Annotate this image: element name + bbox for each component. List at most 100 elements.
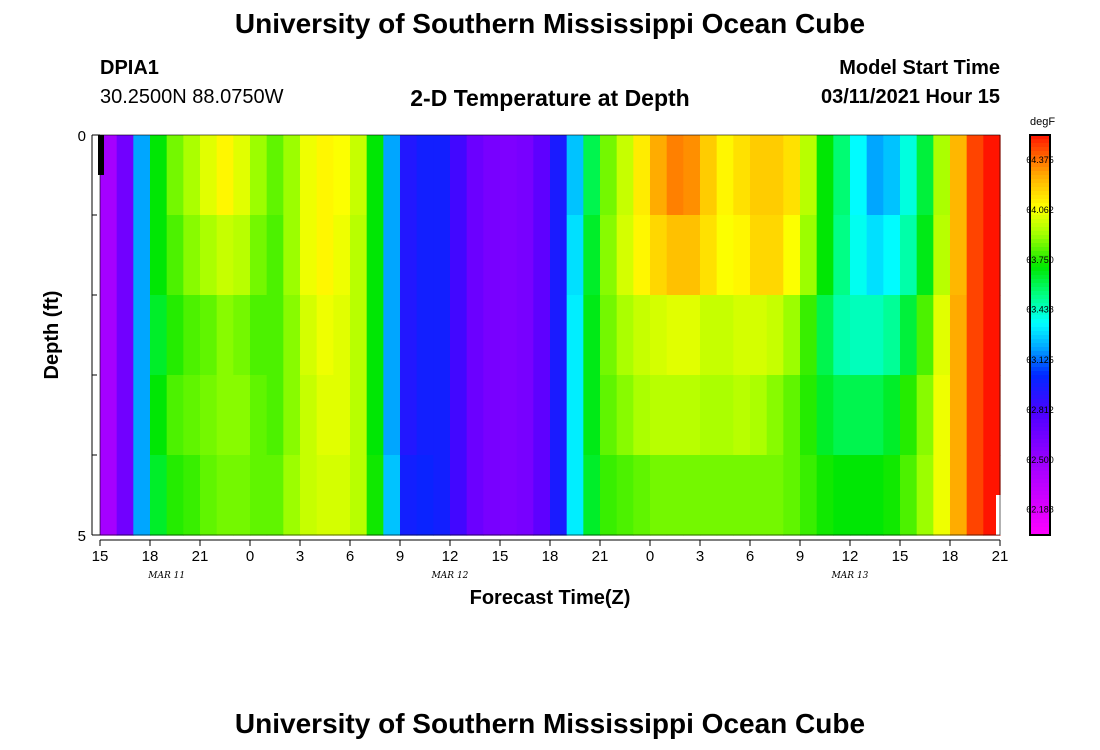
plot-frame [99, 134, 1001, 536]
heatmap-cell [700, 295, 718, 376]
heatmap-cell [483, 455, 501, 536]
heatmap-cell [766, 375, 784, 456]
heatmap-cell [983, 375, 1001, 456]
heatmap-cell [616, 135, 634, 216]
heatmap-cell [433, 215, 451, 296]
heatmap-cell [400, 215, 418, 296]
heatmap-cell [550, 295, 568, 376]
colorbar-swatch [1030, 319, 1050, 324]
heatmap-cell [933, 375, 951, 456]
heatmap-cell [600, 375, 618, 456]
heatmap-cell [466, 295, 484, 376]
heatmap-cell [550, 455, 568, 536]
heatmap-cell [566, 215, 584, 296]
heatmap-cell [600, 215, 618, 296]
heatmap-cell [666, 295, 684, 376]
heatmap-cell [933, 215, 951, 296]
colorbar-swatch [1030, 183, 1050, 188]
heatmap-cell [783, 295, 801, 376]
heatmap-cell [950, 375, 968, 456]
heatmap-cell [400, 455, 418, 536]
heatmap-cell [850, 375, 868, 456]
heatmap-cell [283, 455, 301, 536]
heatmap-cell [483, 215, 501, 296]
heatmap-cell [966, 455, 984, 536]
heatmap-cell [150, 375, 168, 456]
heatmap-cell [466, 375, 484, 456]
x-tick-label: 6 [346, 548, 354, 565]
heatmap-cell [733, 215, 751, 296]
colorbar-swatch [1030, 391, 1050, 396]
x-tick-label: 6 [746, 548, 754, 565]
heatmap-cell [450, 375, 468, 456]
colorbar-swatch [1030, 483, 1050, 488]
colorbar-units: degF [1030, 116, 1055, 128]
heatmap-cell [883, 135, 901, 216]
colorbar-tick-label: 62.500 [1026, 455, 1054, 465]
heatmap-cell [633, 455, 651, 536]
heatmap-cell [283, 135, 301, 216]
colorbar-swatch [1030, 415, 1050, 420]
heatmap-cell [816, 375, 834, 456]
heatmap-cell [766, 135, 784, 216]
heatmap-cell [216, 455, 234, 536]
heatmap-cell [533, 295, 551, 376]
heatmap-cell [583, 135, 601, 216]
heatmap-cell [700, 375, 718, 456]
heatmap-cell [766, 295, 784, 376]
heatmap-cell [716, 295, 734, 376]
colorbar-swatch [1030, 427, 1050, 432]
colorbar-swatch [1030, 259, 1050, 264]
heatmap-cell [616, 375, 634, 456]
heatmap-cell [766, 215, 784, 296]
heatmap-cell [400, 135, 418, 216]
x-tick-label: 15 [492, 548, 509, 565]
colorbar-swatch [1030, 423, 1050, 428]
heatmap-cell [466, 215, 484, 296]
colorbar-swatch [1030, 399, 1050, 404]
colorbar-swatch [1030, 351, 1050, 356]
heatmap-cell [816, 215, 834, 296]
heatmap-cell [383, 455, 401, 536]
heatmap-cell [883, 295, 901, 376]
heatmap-cell [400, 295, 418, 376]
heatmap-cell [950, 455, 968, 536]
heatmap-cell [400, 375, 418, 456]
heatmap-cell [416, 135, 434, 216]
heatmap-cell [700, 135, 718, 216]
heatmap-cell [333, 215, 351, 296]
heatmap-cell [600, 455, 618, 536]
colorbar-swatch [1030, 151, 1050, 156]
heatmap-cell [866, 375, 884, 456]
heatmap-cell [183, 375, 201, 456]
heatmap-cell [316, 375, 334, 456]
heatmap-cell [883, 215, 901, 296]
heatmap-cell [100, 375, 118, 456]
colorbar-swatch [1030, 231, 1050, 236]
heatmap-cell [166, 455, 184, 536]
heatmap-cell [716, 215, 734, 296]
heatmap-cell [416, 215, 434, 296]
heatmap-cell [300, 295, 318, 376]
heatmap-cell [516, 215, 534, 296]
colorbar-frame [1029, 134, 1051, 536]
heatmap-cell [666, 135, 684, 216]
x-tick-label: 15 [892, 548, 909, 565]
colorbar-swatch [1030, 179, 1050, 184]
heatmap-cell [850, 215, 868, 296]
heatmap-cell [916, 135, 934, 216]
colorbar-swatch [1030, 187, 1050, 192]
heatmap-cell [683, 295, 701, 376]
colorbar-swatch [1030, 219, 1050, 224]
bottom-title: University of Southern Mississippi Ocean… [234, 708, 866, 739]
colorbar-swatch [1030, 295, 1050, 300]
colorbar-swatch [1030, 411, 1050, 416]
colorbar-swatch [1030, 195, 1050, 200]
heatmap-cell [533, 215, 551, 296]
colorbar-swatch [1030, 439, 1050, 444]
heatmap-cell [966, 215, 984, 296]
heatmap-cell [433, 455, 451, 536]
heatmap-cell [650, 375, 668, 456]
colorbar-swatch [1030, 499, 1050, 504]
heatmap-cell [433, 135, 451, 216]
